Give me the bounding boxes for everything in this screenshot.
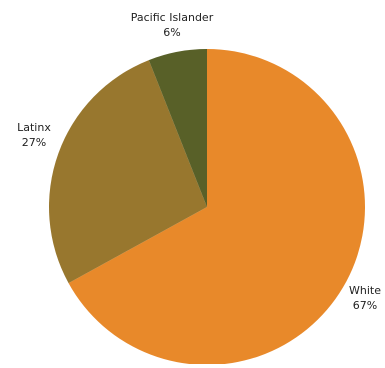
slice-label-white: White bbox=[349, 284, 381, 297]
slice-value-white: 67% bbox=[353, 299, 377, 312]
pie-slice-pacific-islander bbox=[148, 49, 207, 207]
slice-value-latinx: 27% bbox=[22, 136, 46, 149]
slice-label-pacific-islander: Pacific Islander bbox=[131, 11, 214, 24]
pie-labels: White 67% Latinx 27% Pacific Islander 6% bbox=[17, 11, 381, 312]
pie-slices bbox=[49, 49, 366, 366]
slice-value-pacific-islander: 6% bbox=[163, 26, 180, 39]
pie-slice-latinx bbox=[49, 60, 207, 284]
pie-slice-white bbox=[68, 49, 366, 366]
slice-label-latinx: Latinx bbox=[17, 121, 51, 134]
